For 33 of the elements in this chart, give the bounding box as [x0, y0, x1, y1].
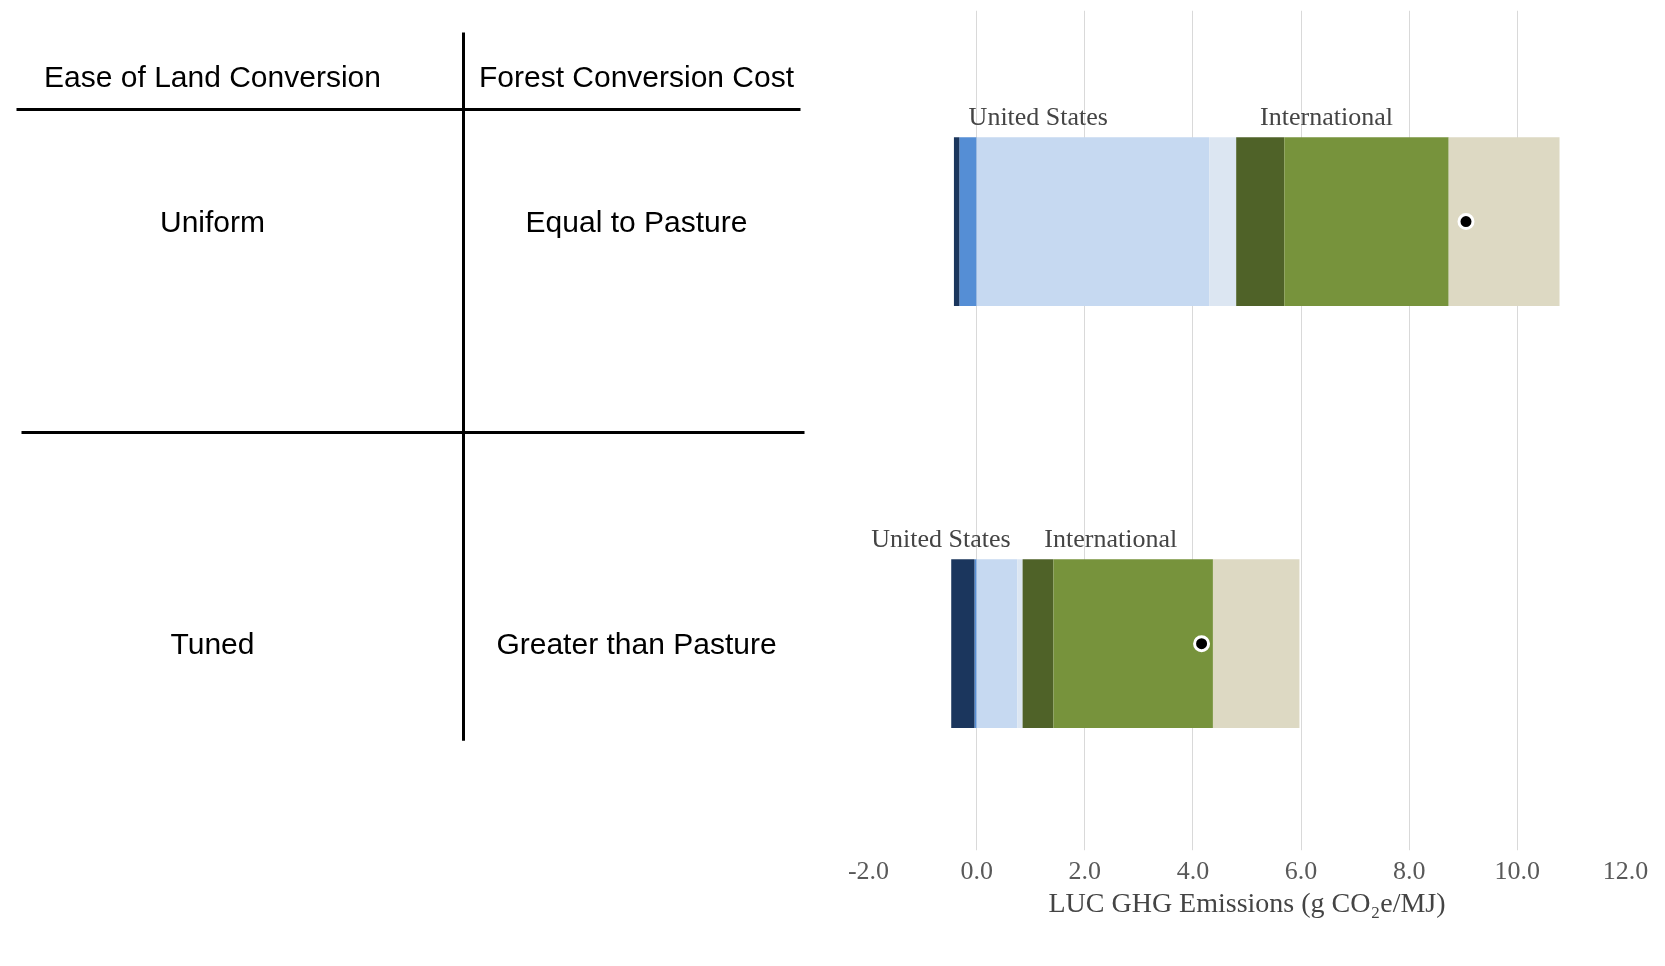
text: Ease of Land Conversion [44, 60, 381, 93]
bar [959, 137, 977, 306]
bar [1053, 559, 1213, 729]
bar [1212, 559, 1300, 729]
annotation: International [1260, 102, 1393, 132]
x-tick-label: 4.0 [1176, 855, 1210, 885]
bar [974, 559, 977, 729]
bar [976, 559, 1018, 729]
x-tick-label: 12.0 [1602, 855, 1649, 885]
x-tick-label: -2.0 [847, 855, 890, 885]
text: Tuned [170, 627, 255, 661]
bar [1284, 137, 1449, 306]
bar [1209, 137, 1237, 306]
bar [1236, 137, 1285, 306]
text: Forest Conversion Cost [478, 60, 795, 93]
text: Greater than Pasture [496, 627, 777, 661]
annotation: United States [871, 524, 1011, 554]
annotation: United States [968, 102, 1108, 132]
bar [1017, 559, 1023, 729]
bar [976, 137, 1210, 306]
bar [951, 559, 975, 729]
text: Equal to Pasture [525, 205, 748, 239]
x-tick-label: 0.0 [960, 855, 993, 885]
bar [1448, 137, 1560, 306]
text: Uniform [159, 205, 266, 239]
x-tick-label: 6.0 [1284, 855, 1318, 885]
x-axis-title: LUC GHG Emissions (g CO₂e/MJ) [1048, 886, 1446, 918]
x-tick-label: 8.0 [1392, 855, 1426, 885]
x-tick-label: 10.0 [1494, 855, 1541, 885]
bar [1022, 559, 1054, 729]
annotation: International [1044, 524, 1178, 554]
x-tick-label: 2.0 [1068, 855, 1102, 885]
bar [953, 137, 960, 306]
